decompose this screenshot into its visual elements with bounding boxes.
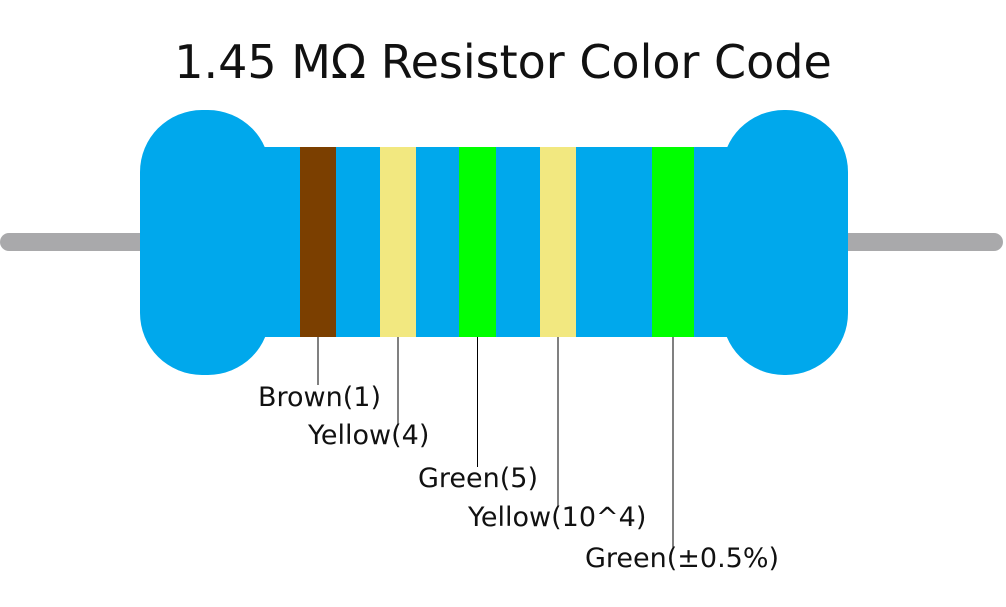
title: 1.45 MΩ Resistor Color Code (174, 35, 832, 89)
color-band (380, 147, 416, 337)
color-band (652, 147, 694, 337)
bands: Brown(1) Yellow(4) Green(5) Yellow(10^4) Gre… (258, 147, 779, 574)
band-label: Green(±0.5%) (585, 543, 779, 574)
color-band (540, 147, 576, 337)
color-band (459, 147, 496, 337)
band-label: Yellow(4) (307, 420, 429, 451)
color-band (300, 147, 336, 337)
band-label: Green(5) (418, 463, 538, 494)
band-label: Yellow(10^4) (467, 502, 646, 533)
band-label: Brown(1) (258, 382, 381, 413)
